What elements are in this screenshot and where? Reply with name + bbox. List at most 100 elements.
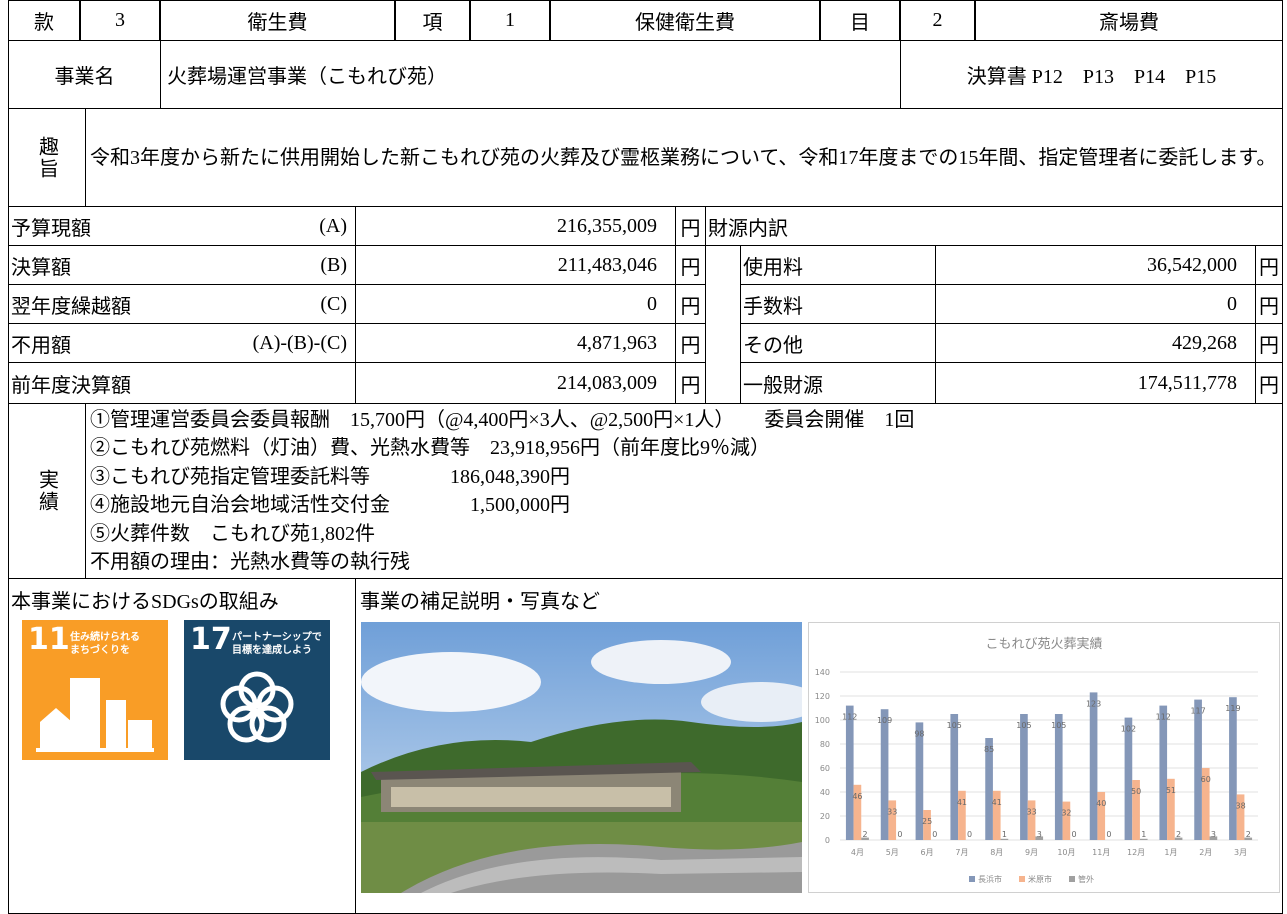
facility-photo [361, 622, 802, 893]
sdg-text: 住み続けられる [70, 632, 140, 643]
budget-unit: 円 [675, 362, 706, 404]
data-label: 119 [1225, 704, 1240, 713]
budget-amount: 4,871,963 [355, 323, 676, 363]
data-label: 25 [922, 817, 932, 826]
x-tick-label: 12月 [1127, 848, 1145, 857]
data-label: 0 [967, 830, 972, 839]
bar [1229, 697, 1237, 840]
bar [1089, 692, 1098, 840]
bar [853, 784, 862, 840]
bar [1167, 778, 1175, 840]
data-label: 112 [842, 713, 857, 722]
data-label: 105 [1051, 721, 1066, 730]
y-tick-label: 20 [820, 812, 830, 821]
data-label: 105 [1016, 721, 1031, 730]
x-tick-label: 10月 [1057, 848, 1075, 857]
x-tick-label: 9月 [1025, 848, 1038, 857]
data-label: 109 [877, 716, 892, 725]
budget-label-text: 決算額 [11, 256, 71, 279]
sdg-icon: 11 住み続けられる まちづくりを [22, 620, 168, 760]
data-label: 2 [863, 830, 868, 839]
project-name: 火葬場運営事業（こもれび苑） [160, 40, 901, 109]
data-label: 3 [1037, 830, 1042, 839]
data-label: 50 [1131, 787, 1141, 796]
results-body: ①管理運営委員会委員報酬 15,700円（@4,400円×3人、@2,500円×… [85, 403, 1283, 579]
project-ref: 決算書 P12 P13 P14 P15 [900, 40, 1283, 109]
y-tick-label: 140 [815, 668, 830, 677]
x-tick-label: 11月 [1092, 848, 1110, 857]
sdg-pictogram [36, 678, 154, 752]
budget-amount: 216,355,009 [355, 206, 676, 246]
bar [1174, 837, 1183, 840]
budget-label-text: 予算現額 [11, 217, 91, 240]
funding-amount: 174,511,778 [935, 362, 1256, 404]
budget-label: 決算額 (B) [8, 245, 356, 285]
results-line: ④施設地元自治会地域活性交付金 1,500,000円 [90, 494, 570, 516]
sdg-number: 11 [28, 622, 70, 657]
header-moku-label: 目 [820, 0, 900, 41]
data-label: 123 [1086, 699, 1101, 708]
data-label: 60 [1201, 775, 1211, 784]
legend-label: 管外 [1078, 874, 1094, 884]
data-label: 1 [1141, 830, 1146, 839]
sdgs-title: 本事業におけるSDGsの取組み [11, 591, 279, 613]
x-tick-label: 3月 [1234, 848, 1247, 857]
data-label: 51 [1166, 786, 1176, 795]
bar [1139, 838, 1148, 840]
header-moku-name: 斎場費 [975, 0, 1283, 41]
y-tick-label: 40 [820, 788, 830, 797]
funding-label: 一般財源 [740, 362, 936, 404]
x-tick-label: 1月 [1164, 848, 1177, 857]
budget-unit: 円 [675, 206, 706, 246]
data-label: 41 [957, 798, 967, 807]
results-line: 不用額の理由：光熱水費等の執行残 [90, 551, 410, 573]
data-label: 112 [1156, 713, 1171, 722]
purpose-text: 令和3年度から新たに供用開始した新こもれび苑の火葬及び霊柩業務について、令和17… [85, 108, 1283, 207]
budget-tag: (A) [319, 214, 347, 237]
budget-tag: (C) [320, 292, 347, 315]
funding-title: 財源内訳 [705, 206, 1283, 246]
header-kan-name: 衛生費 [160, 0, 395, 41]
results-line: ①管理運営委員会委員報酬 15,700円（@4,400円×3人、@2,500円×… [90, 408, 915, 431]
bar [992, 790, 1001, 840]
legend-swatch [1069, 876, 1075, 882]
budget-amount: 214,083,009 [355, 362, 676, 404]
header-kou-no: 1 [470, 0, 550, 41]
legend-label: 米原市 [1028, 874, 1052, 884]
bar [1062, 801, 1071, 840]
budget-label: 前年度決算額 [8, 362, 356, 404]
funding-unit: 円 [1255, 323, 1283, 363]
data-label: 0 [932, 830, 937, 839]
x-tick-label: 6月 [921, 848, 934, 857]
header-moku-no: 2 [900, 0, 975, 41]
data-label: 117 [1190, 707, 1205, 716]
budget-unit: 円 [675, 284, 706, 324]
data-label: 0 [897, 830, 902, 839]
data-label: 40 [1096, 799, 1106, 808]
bar [880, 709, 889, 840]
data-label: 98 [914, 729, 924, 738]
bar [1209, 836, 1218, 840]
header-kan-no: 3 [80, 0, 160, 41]
x-tick-label: 8月 [990, 848, 1003, 857]
x-tick-label: 7月 [955, 848, 968, 857]
budget-unit: 円 [675, 245, 706, 285]
funding-amount: 0 [935, 284, 1256, 324]
data-label: 38 [1235, 801, 1245, 810]
funding-label: その他 [740, 323, 936, 363]
supplement-title: 事業の補足説明・写真など [360, 591, 600, 613]
funding-indent [705, 245, 741, 404]
bar [1097, 792, 1106, 840]
data-label: 2 [1176, 830, 1181, 839]
funding-unit: 円 [1255, 245, 1283, 285]
header-kou-label: 項 [395, 0, 470, 41]
budget-amount: 0 [355, 284, 676, 324]
sdg-text: まちづくりを [70, 645, 130, 656]
results-line: ③こもれび苑指定管理委託料等 186,048,390円 [90, 465, 570, 488]
budget-tag: (B) [320, 253, 347, 276]
funding-label: 手数料 [740, 284, 936, 324]
budget-label-text: 不用額 [11, 334, 71, 357]
data-label: 3 [1211, 830, 1216, 839]
results-line: ⑤火葬件数 こもれび苑1,802件 [90, 522, 375, 545]
